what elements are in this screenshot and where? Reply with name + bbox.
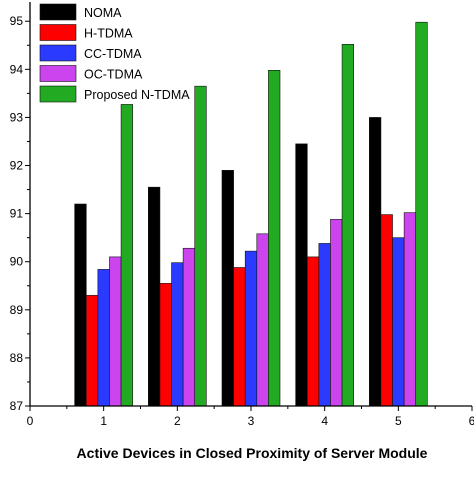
bar-noma-2 <box>148 186 161 407</box>
bar-oc-tdma-2 <box>182 247 196 407</box>
x-tick-label-0: 0 <box>27 414 34 428</box>
bar-noma-3 <box>221 170 234 407</box>
bar-h-tdma-3 <box>233 267 246 407</box>
bars <box>74 21 428 407</box>
y-tick-label-94: 94 <box>10 62 24 76</box>
y-tick-label-95: 95 <box>10 14 24 28</box>
legend-label-h-tdma: H-TDMA <box>84 27 133 41</box>
bar-proposed-n-tdma-5 <box>415 21 428 407</box>
bar-noma-1 <box>74 203 87 407</box>
bar-cc-tdma-2 <box>171 262 184 407</box>
legend-label-oc-tdma: OC-TDMA <box>84 68 143 82</box>
bar-proposed-n-tdma-1 <box>120 104 133 407</box>
y-tick-label-91: 91 <box>10 207 24 221</box>
bar-oc-tdma-3 <box>256 233 269 407</box>
legend-swatch-proposed-n-tdma <box>39 85 77 103</box>
bar-proposed-n-tdma-3 <box>268 70 281 407</box>
y-tick-label-87: 87 <box>10 399 24 413</box>
x-tick-label-5: 5 <box>395 414 402 428</box>
bar-noma-4 <box>295 143 308 407</box>
legend-label-cc-tdma: CC-TDMA <box>84 47 142 61</box>
bar-h-tdma-2 <box>159 283 172 407</box>
y-tick-label-93: 93 <box>10 110 24 124</box>
legend-swatch-cc-tdma <box>39 44 77 62</box>
x-tick-label-2: 2 <box>174 414 181 428</box>
bar-cc-tdma-1 <box>97 269 110 407</box>
legend-swatch-noma <box>39 3 77 21</box>
legend-swatch-oc-tdma <box>39 65 77 82</box>
x-axis-label: Active Devices in Closed Proximity of Se… <box>77 445 428 461</box>
y-tick-label-92: 92 <box>10 159 24 173</box>
legend-label-noma: NOMA <box>84 6 122 20</box>
bar-oc-tdma-4 <box>330 219 343 407</box>
x-tick-label-1: 1 <box>100 414 107 428</box>
x-tick-label-6: 6 <box>469 414 474 428</box>
axes: 0 1 2 3 4 5 6 87 88 89 90 91 92 93 94 95 <box>10 2 474 428</box>
bar-h-tdma-5 <box>380 214 393 407</box>
bar-cc-tdma-4 <box>318 243 331 407</box>
bar-proposed-n-tdma-2 <box>194 85 207 407</box>
bar-cc-tdma-3 <box>244 250 258 407</box>
x-tick-label-4: 4 <box>321 414 328 428</box>
y-tick-label-88: 88 <box>10 351 24 365</box>
x-tick-label-3: 3 <box>248 414 255 428</box>
y-tick-label-89: 89 <box>10 303 24 317</box>
bar-oc-tdma-5 <box>403 212 417 407</box>
legend-swatch-h-tdma <box>39 24 77 41</box>
legend: NOMA H-TDMA CC-TDMA OC-TDMA Proposed N-TDMA <box>39 3 190 103</box>
bar-cc-tdma-5 <box>392 237 405 407</box>
bar-proposed-n-tdma-4 <box>341 44 354 407</box>
y-tick-label-90: 90 <box>10 255 24 269</box>
bar-oc-tdma-1 <box>109 256 122 407</box>
bar-noma-5 <box>369 117 382 407</box>
bar-h-tdma-4 <box>306 256 320 407</box>
legend-label-proposed-n-tdma: Proposed N-TDMA <box>84 88 190 102</box>
bar-h-tdma-1 <box>85 295 99 407</box>
